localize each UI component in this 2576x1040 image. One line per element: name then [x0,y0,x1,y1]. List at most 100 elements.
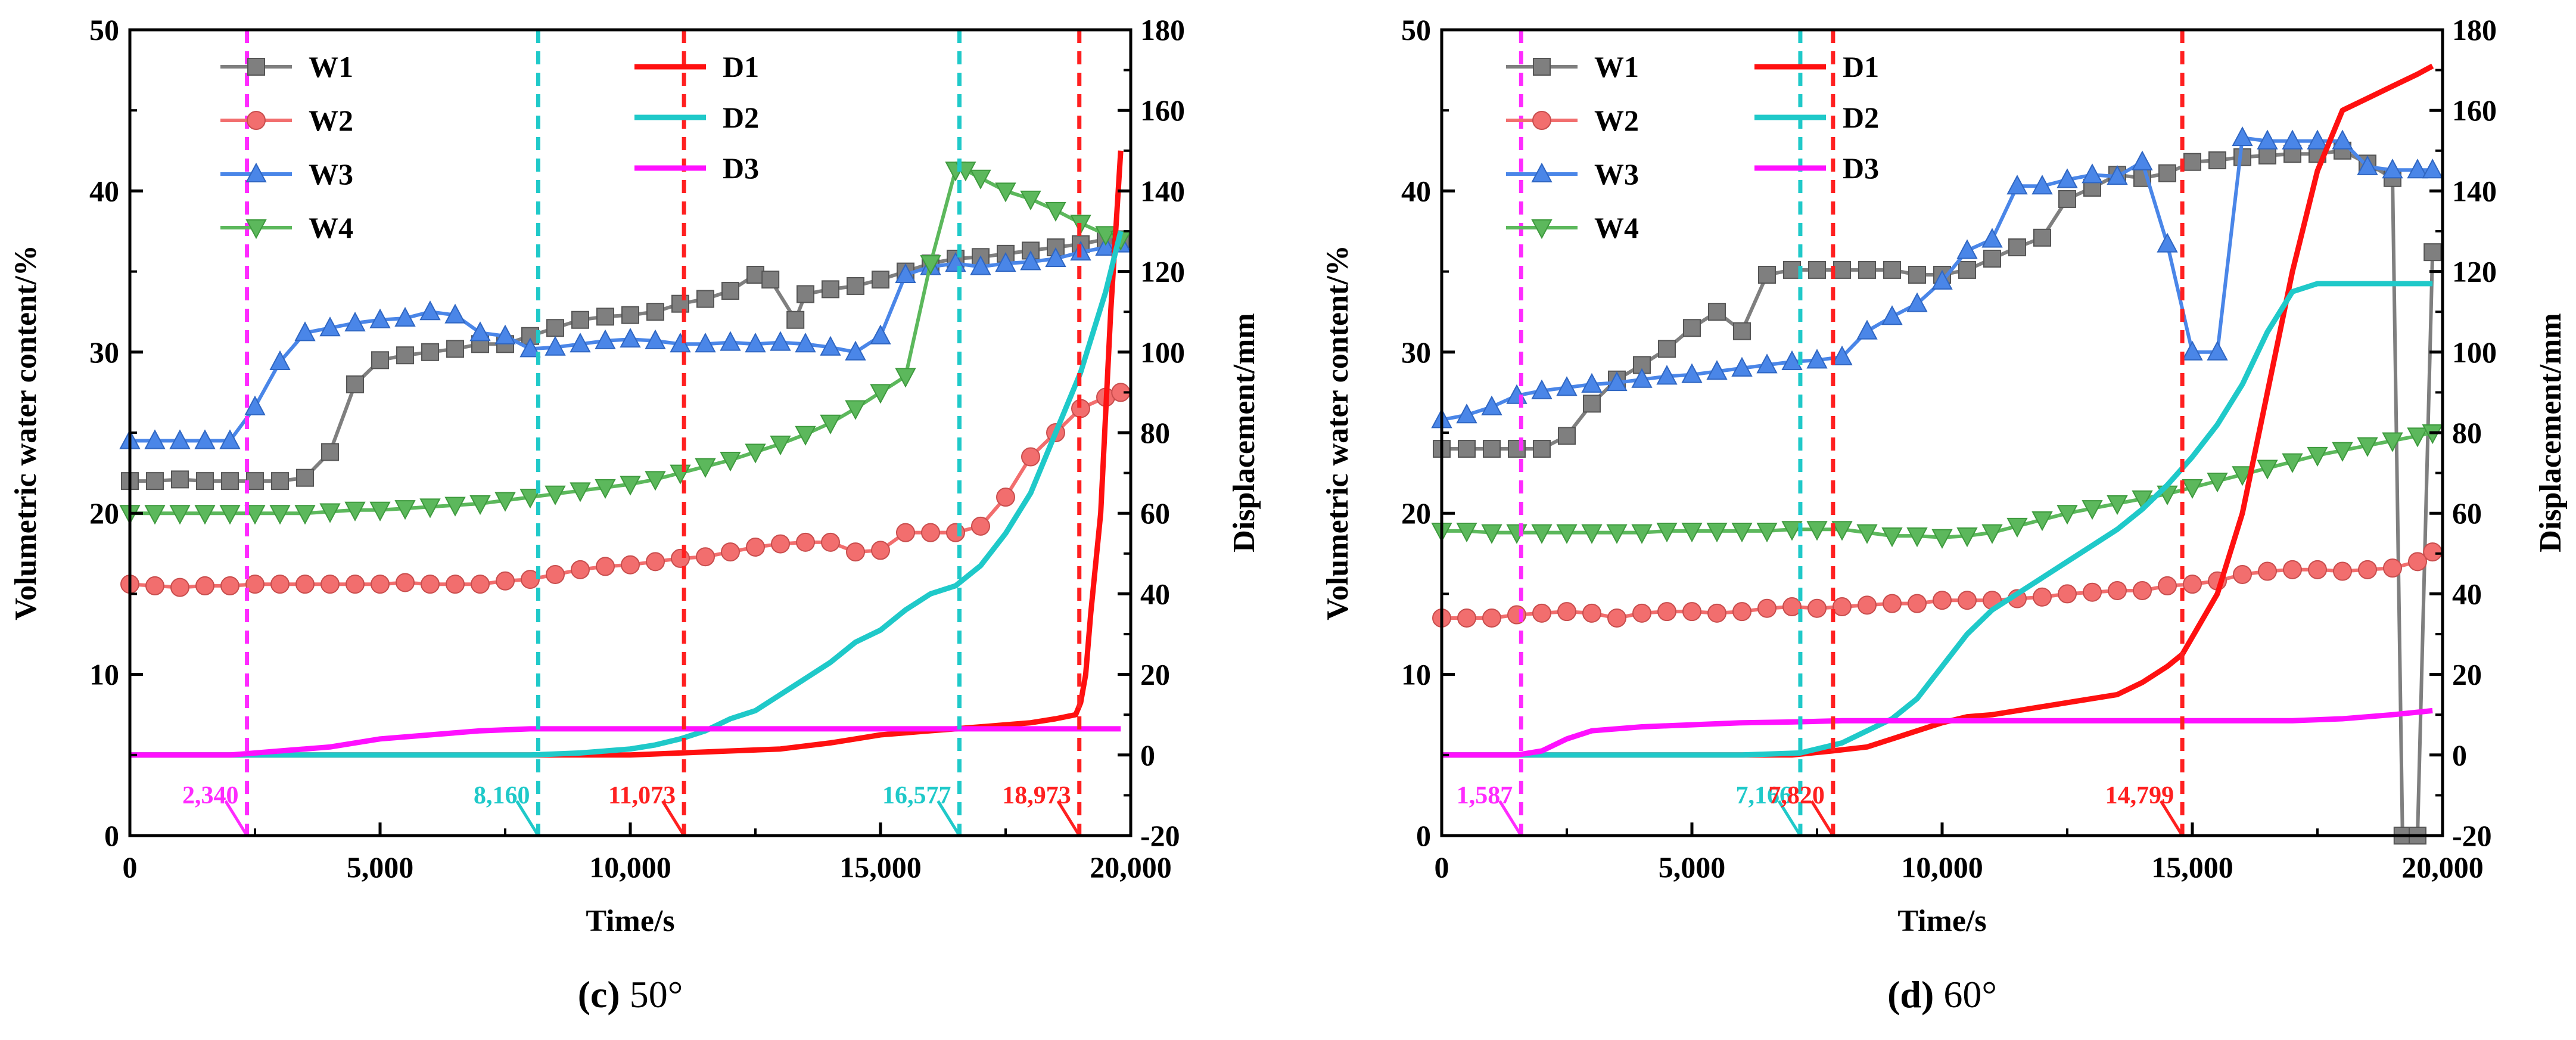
data-point-w3 [2407,159,2428,179]
data-point-w2 [1883,594,1902,613]
data-point-w2 [1782,597,1802,617]
data-point-w3 [795,333,816,353]
legend-label-w4: W4 [1594,211,1639,244]
data-point-w3 [144,429,166,449]
legend-label-d2: D2 [1843,101,1879,134]
data-point-w2 [846,542,865,562]
data-point-w1 [221,472,239,490]
plot-frame [128,28,1133,837]
data-point-w3 [1856,319,1878,340]
data-point-w4 [169,505,191,525]
data-point-w2 [521,570,540,589]
data-point-w4 [970,169,991,190]
legend-label-w2: W2 [1594,104,1639,137]
data-point-w2 [1757,598,1777,618]
data-point-w4 [1981,524,2003,544]
data-point-w2 [1532,603,1551,623]
data-point-w4 [2107,495,2128,516]
x-tick-label: 10,000 [1901,850,1983,884]
data-point-w3 [545,336,566,356]
data-point-w3 [1806,349,1828,369]
series-line-d2 [1442,281,2433,758]
data-point-w2 [421,575,440,594]
data-point-w4 [1756,522,1778,543]
data-point-w4 [2132,490,2153,510]
data-point-w4 [920,255,941,275]
y2-tick-label: 100 [1140,336,1185,369]
data-point-w2 [1958,591,1977,610]
data-point-w2 [1682,602,1701,622]
y-tick-label: 0 [104,819,119,852]
data-point-w3 [645,329,666,349]
event-pointer [515,800,540,837]
data-point-w1 [786,311,805,329]
data-point-w1 [1583,395,1601,413]
data-point-w2 [571,560,590,579]
data-point-w3 [394,306,416,327]
data-point-w3 [595,329,616,349]
data-point-w4 [294,505,316,525]
data-point-w2 [721,542,740,562]
y-tick-label: 30 [1401,336,1431,369]
data-point-w4 [2357,437,2378,457]
data-point-w4 [1856,524,1878,544]
y-tick-label: 20 [89,496,119,530]
data-point-w4 [144,505,166,525]
data-point-w4 [595,479,616,499]
data-point-w1 [872,271,889,289]
data-point-w2 [496,571,515,591]
y2-tick-label: 180 [2452,13,2497,46]
event-label: 14,799 [2105,782,2174,809]
y-tick-label: 50 [1401,13,1431,46]
y2-tick-label: 140 [2452,174,2497,207]
data-point-w3 [1656,365,1678,385]
data-point-w3 [2232,126,2253,147]
data-point-w2 [921,523,940,542]
data-point-w1 [371,351,389,370]
event-label: 1,587 [1457,782,1513,809]
data-point-w2 [1858,595,1877,615]
event-label: 7,166 [1735,782,1792,809]
data-point-w1 [1533,440,1551,458]
y2-tick-label: 60 [1140,496,1170,530]
y2-tick-label: 40 [1140,577,1170,610]
legend-label-w1: W1 [309,50,353,83]
data-point-w2 [771,534,790,554]
x-tick-label: 15,000 [839,850,922,884]
data-point-w1 [1883,260,1901,279]
data-point-w2 [2158,576,2177,595]
data-point-w1 [2058,190,2076,208]
legend-label-d1: D1 [1843,50,1879,83]
data-point-w2 [220,576,239,595]
data-point-w1 [621,306,639,324]
data-point-w4 [1556,524,1578,544]
data-point-w4 [2006,517,2028,538]
data-point-w4 [2307,446,2328,467]
data-point-w4 [1731,522,1753,543]
data-point-w4 [1956,527,1978,548]
data-point-w4 [369,501,391,521]
data-point-w3 [444,303,466,324]
data-point-w4 [1781,521,1803,541]
data-point-w1 [1958,260,1976,279]
data-point-w3 [2257,129,2278,150]
data-point-w1 [1758,266,1776,284]
data-point-w2 [946,523,965,542]
data-point-w3 [1681,363,1703,383]
data-point-w2 [321,575,340,594]
panel-caption: (c) 50° [578,973,683,1016]
data-point-w2 [1657,602,1676,622]
data-point-w2 [2083,582,2102,602]
x-tick-label: 10,000 [589,850,671,884]
chart-panel-c: 2,340 8,160 11,073 16,577 18,973 0 5,000 10,000… [9,13,1261,1016]
data-point-w1 [847,277,864,295]
y-tick-label: 50 [89,13,119,46]
data-point-w3 [870,324,891,344]
data-point-w4 [1020,190,1041,211]
data-point-w3 [970,255,991,275]
data-point-w2 [1482,608,1501,628]
data-point-w3 [2282,129,2303,150]
data-point-w2 [2133,580,2152,600]
